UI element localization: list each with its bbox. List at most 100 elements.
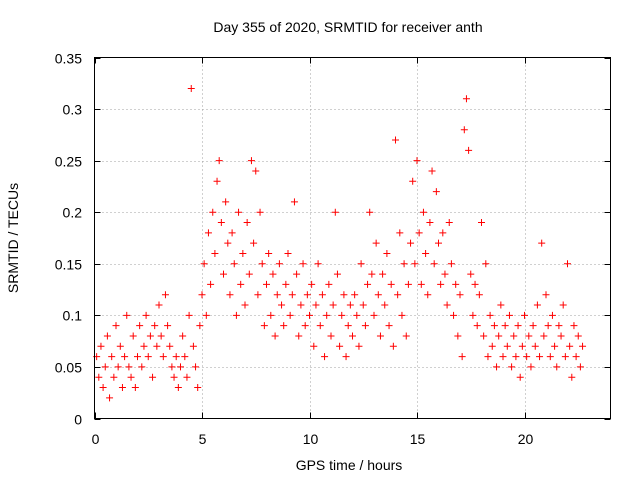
data-point — [344, 322, 352, 330]
data-point — [435, 239, 442, 247]
data-point — [177, 363, 184, 371]
x-tick-label: 0 — [92, 431, 100, 447]
data-point — [546, 353, 554, 361]
data-point — [576, 363, 584, 371]
data-point — [308, 280, 316, 288]
data-point — [527, 363, 535, 371]
data-point — [499, 353, 507, 361]
data-point — [544, 322, 552, 330]
data-point — [548, 311, 556, 319]
data-point — [166, 342, 174, 350]
data-point — [570, 322, 578, 330]
data-point — [207, 280, 215, 288]
data-point — [220, 270, 227, 278]
data-point — [432, 188, 440, 196]
data-point — [505, 311, 513, 319]
data-point — [355, 342, 363, 350]
data-point — [473, 322, 481, 330]
data-point — [370, 311, 378, 319]
data-point — [200, 260, 208, 268]
data-point — [131, 384, 139, 392]
data-point — [140, 342, 148, 350]
data-point — [306, 311, 313, 319]
data-point — [260, 322, 268, 330]
data-point — [159, 353, 167, 361]
data-point — [271, 332, 279, 340]
x-tick-label: 20 — [518, 431, 534, 447]
data-point — [103, 332, 111, 340]
data-point — [402, 332, 410, 340]
data-point — [136, 322, 144, 330]
data-point — [392, 136, 399, 144]
data-point — [508, 363, 516, 371]
data-point — [321, 353, 329, 361]
data-point — [376, 332, 384, 340]
data-point — [540, 332, 548, 340]
data-point — [327, 332, 335, 340]
data-point — [198, 291, 206, 299]
data-point — [493, 363, 501, 371]
data-point — [561, 353, 569, 361]
data-point — [374, 291, 382, 299]
data-point — [559, 301, 567, 309]
data-point — [555, 322, 563, 330]
data-point — [267, 311, 275, 319]
data-point — [368, 270, 376, 278]
data-point — [174, 384, 182, 392]
x-tick-label: 15 — [410, 431, 426, 447]
data-point — [325, 280, 333, 288]
data-point — [215, 157, 223, 165]
data-point — [241, 301, 249, 309]
data-point — [161, 291, 169, 299]
y-tick-label: 0 — [74, 412, 82, 428]
data-point — [295, 332, 303, 340]
data-point — [170, 373, 178, 381]
data-point — [574, 332, 582, 340]
data-point — [118, 384, 126, 392]
data-point — [404, 280, 412, 288]
data-point — [280, 322, 288, 330]
plot-frame — [94, 57, 611, 419]
data-point — [213, 177, 221, 185]
data-point — [357, 260, 365, 268]
y-tick-label: 0.05 — [55, 360, 82, 376]
data-point — [256, 208, 264, 216]
data-point — [149, 373, 157, 381]
data-point — [536, 353, 544, 361]
data-point — [409, 177, 417, 185]
data-point — [518, 342, 526, 350]
data-point — [428, 167, 436, 175]
data-point — [372, 239, 380, 247]
data-point — [204, 229, 212, 237]
data-point — [568, 373, 576, 381]
data-point — [346, 301, 354, 309]
data-point — [480, 332, 488, 340]
data-point — [336, 342, 344, 350]
data-point — [323, 311, 331, 319]
data-point — [129, 332, 137, 340]
data-point — [497, 301, 505, 309]
data-point — [187, 84, 195, 92]
data-point — [566, 342, 574, 350]
data-point — [99, 384, 107, 392]
data-point — [235, 208, 243, 216]
data-point — [95, 373, 103, 381]
y-tick-label: 0.2 — [63, 205, 83, 221]
data-point — [400, 260, 408, 268]
data-point — [228, 229, 236, 237]
y-tick-label: 0.25 — [55, 154, 82, 170]
data-point — [394, 291, 402, 299]
data-point — [422, 249, 430, 257]
axis-ticks — [94, 57, 611, 420]
data-point — [101, 363, 109, 371]
x-tick-label: 5 — [199, 431, 207, 447]
data-point — [387, 280, 395, 288]
data-point — [168, 363, 176, 371]
data-points — [93, 84, 587, 402]
data-point — [542, 291, 550, 299]
data-point — [495, 332, 503, 340]
data-point — [469, 311, 477, 319]
data-point — [551, 342, 559, 350]
data-point — [275, 260, 283, 268]
